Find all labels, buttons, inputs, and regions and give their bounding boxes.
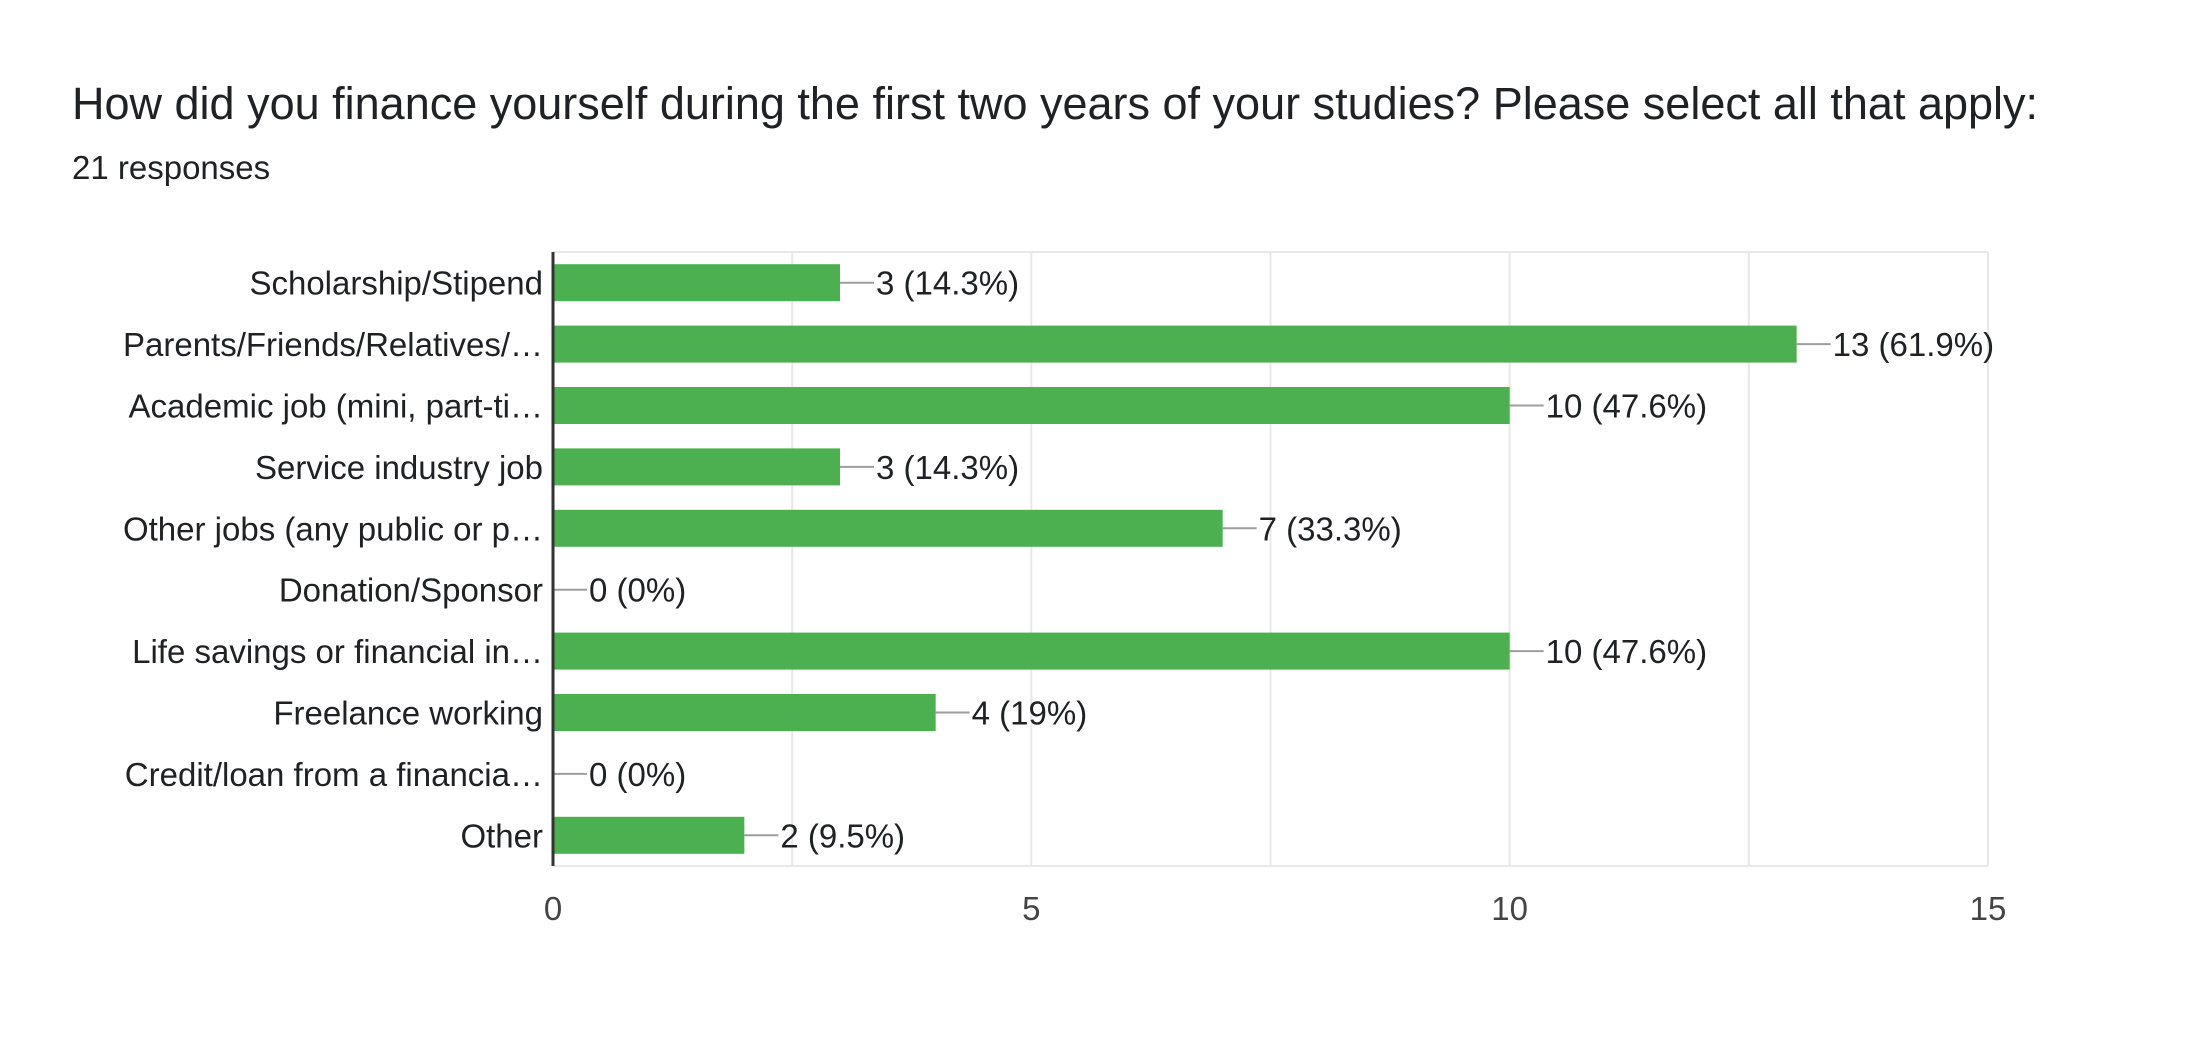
bar[interactable] (553, 632, 1510, 670)
data-label: 13 (61.9%) (1833, 326, 1994, 363)
x-tick-label: 15 (1970, 890, 2007, 927)
bar[interactable] (553, 448, 840, 486)
data-label: 10 (47.6%) (1546, 633, 1707, 670)
data-label: 10 (47.6%) (1546, 388, 1707, 425)
category-label: Scholarship/Stipend (249, 265, 543, 302)
data-label: 2 (9.5%) (780, 817, 905, 854)
category-label: Donation/Sponsor (279, 572, 543, 609)
x-tick-label: 5 (1022, 890, 1040, 927)
bars (553, 264, 1797, 854)
x-tick-label: 10 (1491, 890, 1528, 927)
bar[interactable] (553, 387, 1510, 424)
category-label: Parents/Friends/Relatives/… (123, 326, 543, 363)
data-label: 3 (14.3%) (876, 449, 1019, 486)
data-label: 3 (14.3%) (876, 265, 1019, 302)
bar[interactable] (553, 816, 745, 854)
data-label: 0 (0%) (589, 572, 686, 609)
chart-title: How did you finance yourself during the … (72, 78, 2039, 129)
response-count: 21 responses (72, 149, 271, 186)
category-label: Life savings or financial in… (132, 633, 543, 670)
category-label: Other (460, 817, 543, 854)
category-label: Other jobs (any public or p… (123, 510, 543, 547)
category-label: Freelance working (273, 695, 543, 732)
bar[interactable] (553, 264, 840, 302)
category-label: Credit/loan from a financia… (125, 756, 543, 793)
data-label: 4 (19%) (972, 695, 1088, 732)
labels: 0 5 10 15 3 (14.3%) Scholarship/Stipend 13 (61… (123, 252, 2006, 927)
category-label: Service industry job (255, 449, 543, 486)
bar[interactable] (553, 694, 936, 731)
bar[interactable] (553, 325, 1797, 363)
bar[interactable] (553, 509, 1223, 547)
category-label: Academic job (mini, part-ti… (129, 388, 543, 425)
x-tick-label: 0 (544, 890, 562, 927)
data-label: 7 (33.3%) (1259, 510, 1402, 547)
data-label: 0 (0%) (589, 756, 686, 793)
